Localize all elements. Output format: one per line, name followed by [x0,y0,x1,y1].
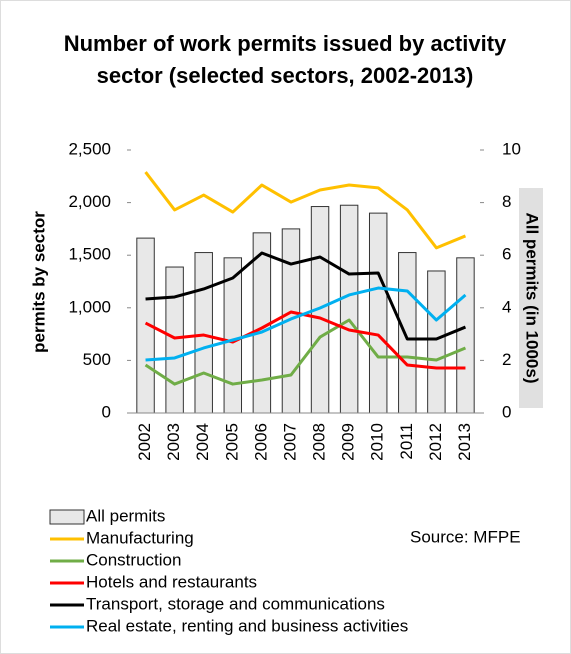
bar [427,270,446,414]
y-tick-label: 1,500 [68,245,111,264]
bar [194,252,213,414]
x-tick-label: 2008 [310,423,329,461]
legend-label: Construction [86,550,181,569]
line [145,251,467,341]
x-tick-label: 2003 [164,423,183,461]
legend-label: Manufacturing [86,528,194,547]
y2-tick-label: 0 [502,402,511,421]
bar [398,252,417,414]
line [144,318,467,386]
x-tick-label: 2011 [397,423,416,460]
y-tick-label: 2,000 [68,192,111,211]
y2-tick-label: 4 [502,297,511,316]
bar [339,204,359,414]
y-tick-label: 2,500 [68,139,111,158]
legend-swatch [49,509,85,525]
y2-tick-label: 2 [502,350,511,369]
x-tick-label: 2009 [339,423,358,461]
x-tick-label: 2007 [280,423,299,461]
x-tick-label: 2013 [455,423,474,461]
y-axis-label: permits by sector [29,211,48,353]
x-tick-label: 2004 [193,423,212,461]
bar [456,257,475,414]
x-tick-label: 2012 [426,423,445,461]
y2-axis-label: All permits (in 1000s) [523,212,542,383]
y-tick-label: 1,000 [68,297,111,316]
bar [368,212,388,414]
source: Source: MFPE [410,527,521,546]
y2-label-bg [519,188,543,408]
y2-tick-label: 8 [502,192,511,211]
legend-label: Transport, storage and communications [86,594,385,613]
legend-label: Hotels and restaurants [86,572,257,591]
x-tick-label: 2005 [222,423,241,461]
x-tick-label: 2006 [251,423,270,461]
x-tick-label: 2010 [368,423,387,461]
line [144,171,467,250]
y-tick-label: 0 [102,402,111,421]
y2-tick-label: 10 [502,139,521,158]
bar [165,266,184,414]
line [145,286,467,362]
legend-label: Real estate, renting and business activi… [86,616,408,635]
y-tick-label: 500 [83,350,111,369]
legend-label: All permits [86,506,165,525]
y2-tick-label: 6 [502,245,511,264]
chart-title: Number of work permits issued by activit… [63,31,507,88]
x-tick-label: 2002 [135,423,154,461]
